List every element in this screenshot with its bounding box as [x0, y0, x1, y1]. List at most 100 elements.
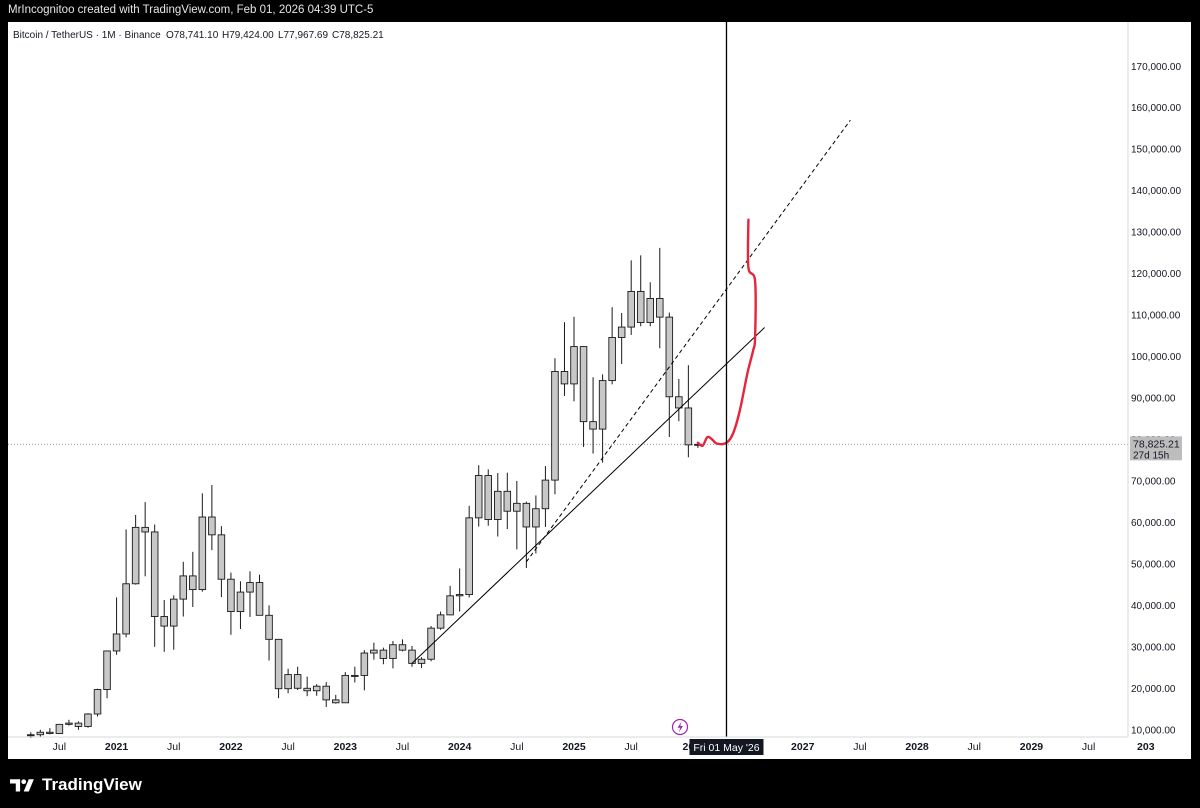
- candle-2023-03[interactable]: [360, 650, 369, 691]
- y-tick-label: 130,000.00: [1131, 228, 1181, 239]
- tradingview-logo[interactable]: TradingView: [10, 775, 142, 795]
- candle-2023-09[interactable]: [417, 657, 426, 668]
- candle-body: [541, 479, 550, 510]
- candle-2023-06[interactable]: [389, 641, 397, 669]
- candle-2022-04[interactable]: [255, 574, 264, 616]
- candle-2021-04[interactable]: [141, 502, 149, 577]
- candle-2025-10[interactable]: [656, 247, 664, 349]
- y-tick-label: 140,000.00: [1131, 186, 1181, 197]
- candle-body: [179, 575, 188, 600]
- candle-2022-11[interactable]: [322, 682, 330, 707]
- candle-2023-01[interactable]: [341, 672, 350, 704]
- candle-2025-01[interactable]: [570, 316, 578, 402]
- candle-2021-11[interactable]: [208, 485, 216, 551]
- candle-2025-03[interactable]: [589, 377, 597, 454]
- candle-2025-09[interactable]: [646, 282, 655, 327]
- candle-2024-08[interactable]: [522, 501, 531, 569]
- candle-body: [122, 583, 130, 635]
- cursor-time-tag[interactable]: Fri 01 May '26: [689, 739, 764, 755]
- brand-name: TradingView: [42, 775, 142, 794]
- candle-2025-11[interactable]: [665, 312, 674, 437]
- candle-2023-04[interactable]: [370, 642, 378, 660]
- candle-2024-03[interactable]: [474, 465, 483, 527]
- candle-2024-04[interactable]: [484, 469, 492, 526]
- candle-body: [217, 534, 226, 580]
- candle-2022-10[interactable]: [312, 684, 321, 696]
- lightning-icon[interactable]: [671, 718, 689, 736]
- candle-2020-10[interactable]: [84, 713, 92, 728]
- chart-frame[interactable]: Bitcoin / TetherUS · 1M · Binance O78,741…: [8, 22, 1191, 759]
- candle-2020-11[interactable]: [93, 688, 102, 717]
- candle-2021-03[interactable]: [131, 514, 140, 585]
- candle-2020-12[interactable]: [103, 650, 111, 699]
- candle-2021-12[interactable]: [217, 526, 226, 598]
- candle-body: [208, 516, 216, 536]
- candle-2020-06[interactable]: [46, 728, 54, 735]
- candle-body: [656, 298, 664, 318]
- candle-2025-12[interactable]: [675, 378, 683, 422]
- candle-2025-02[interactable]: [579, 346, 588, 447]
- candle-2025-06[interactable]: [617, 312, 626, 364]
- candle-2022-05[interactable]: [265, 605, 273, 661]
- candle-2022-12[interactable]: [332, 694, 340, 704]
- candle-2021-06[interactable]: [160, 599, 168, 652]
- candle-2021-10[interactable]: [198, 493, 207, 592]
- support-trendline[interactable]: [411, 327, 765, 664]
- candle-2022-03[interactable]: [246, 571, 254, 617]
- candle-2020-07[interactable]: [55, 723, 64, 734]
- candle-2026-01[interactable]: [684, 365, 693, 458]
- candle-2024-02[interactable]: [465, 505, 473, 598]
- candle-body: [560, 371, 569, 385]
- candle-2022-07[interactable]: [284, 668, 292, 694]
- candle-body: [551, 371, 559, 481]
- candle-2023-02[interactable]: [351, 666, 359, 683]
- candle-body: [617, 326, 626, 338]
- x-tick-label: 20: [683, 741, 695, 753]
- candle-2024-10[interactable]: [541, 466, 550, 527]
- x-tick-label: Jul: [53, 741, 66, 753]
- dashed-trendline[interactable]: [525, 119, 851, 563]
- candle-2024-01[interactable]: [455, 568, 464, 612]
- projection-path[interactable]: [696, 218, 757, 448]
- candle-body: [332, 699, 340, 704]
- candle-2023-10[interactable]: [427, 626, 435, 662]
- candle-2022-06[interactable]: [274, 638, 283, 699]
- candle-2023-08[interactable]: [408, 645, 416, 667]
- y-tick-label: 20,000.00: [1131, 684, 1176, 695]
- candle-2023-07[interactable]: [398, 639, 407, 652]
- legend-high: H79,424.00: [222, 30, 274, 41]
- candle-2024-11[interactable]: [551, 358, 559, 495]
- candle-2021-08[interactable]: [179, 561, 188, 617]
- candle-2022-09[interactable]: [303, 676, 311, 697]
- candle-2024-09[interactable]: [532, 495, 540, 554]
- candle-2022-01[interactable]: [227, 572, 235, 635]
- y-tick-label: 120,000.00: [1131, 269, 1181, 280]
- candle-body: [608, 337, 616, 382]
- candle-2021-01[interactable]: [112, 597, 121, 655]
- candle-2024-07[interactable]: [513, 480, 521, 550]
- candle-2021-07[interactable]: [169, 595, 178, 650]
- candle-2023-11[interactable]: [436, 611, 445, 630]
- candle-2021-09[interactable]: [189, 551, 197, 608]
- candle-2025-04[interactable]: [598, 374, 607, 463]
- candle-2023-05[interactable]: [379, 647, 388, 665]
- candle-2024-06[interactable]: [503, 472, 512, 530]
- candle-2021-05[interactable]: [150, 524, 159, 647]
- candle-2022-02[interactable]: [236, 581, 245, 629]
- candle-2020-05[interactable]: [36, 729, 45, 738]
- candle-2024-05[interactable]: [494, 473, 502, 537]
- candle-body: [484, 475, 492, 520]
- last-price-tag-bg: [1130, 436, 1182, 461]
- candle-2025-08[interactable]: [636, 255, 645, 327]
- candle-2020-08[interactable]: [65, 719, 73, 726]
- candle-2024-12[interactable]: [560, 322, 569, 396]
- candle-2020-09[interactable]: [74, 721, 83, 730]
- candle-2022-08[interactable]: [293, 666, 302, 690]
- candle-body: [398, 644, 407, 651]
- candle-2025-05[interactable]: [608, 307, 616, 385]
- candle-2023-12[interactable]: [446, 585, 454, 616]
- chart-canvas[interactable]: Bitcoin / TetherUS · 1M · Binance O78,741…: [8, 22, 1191, 759]
- candle-2021-02[interactable]: [122, 529, 130, 638]
- candle-2025-07[interactable]: [627, 260, 635, 335]
